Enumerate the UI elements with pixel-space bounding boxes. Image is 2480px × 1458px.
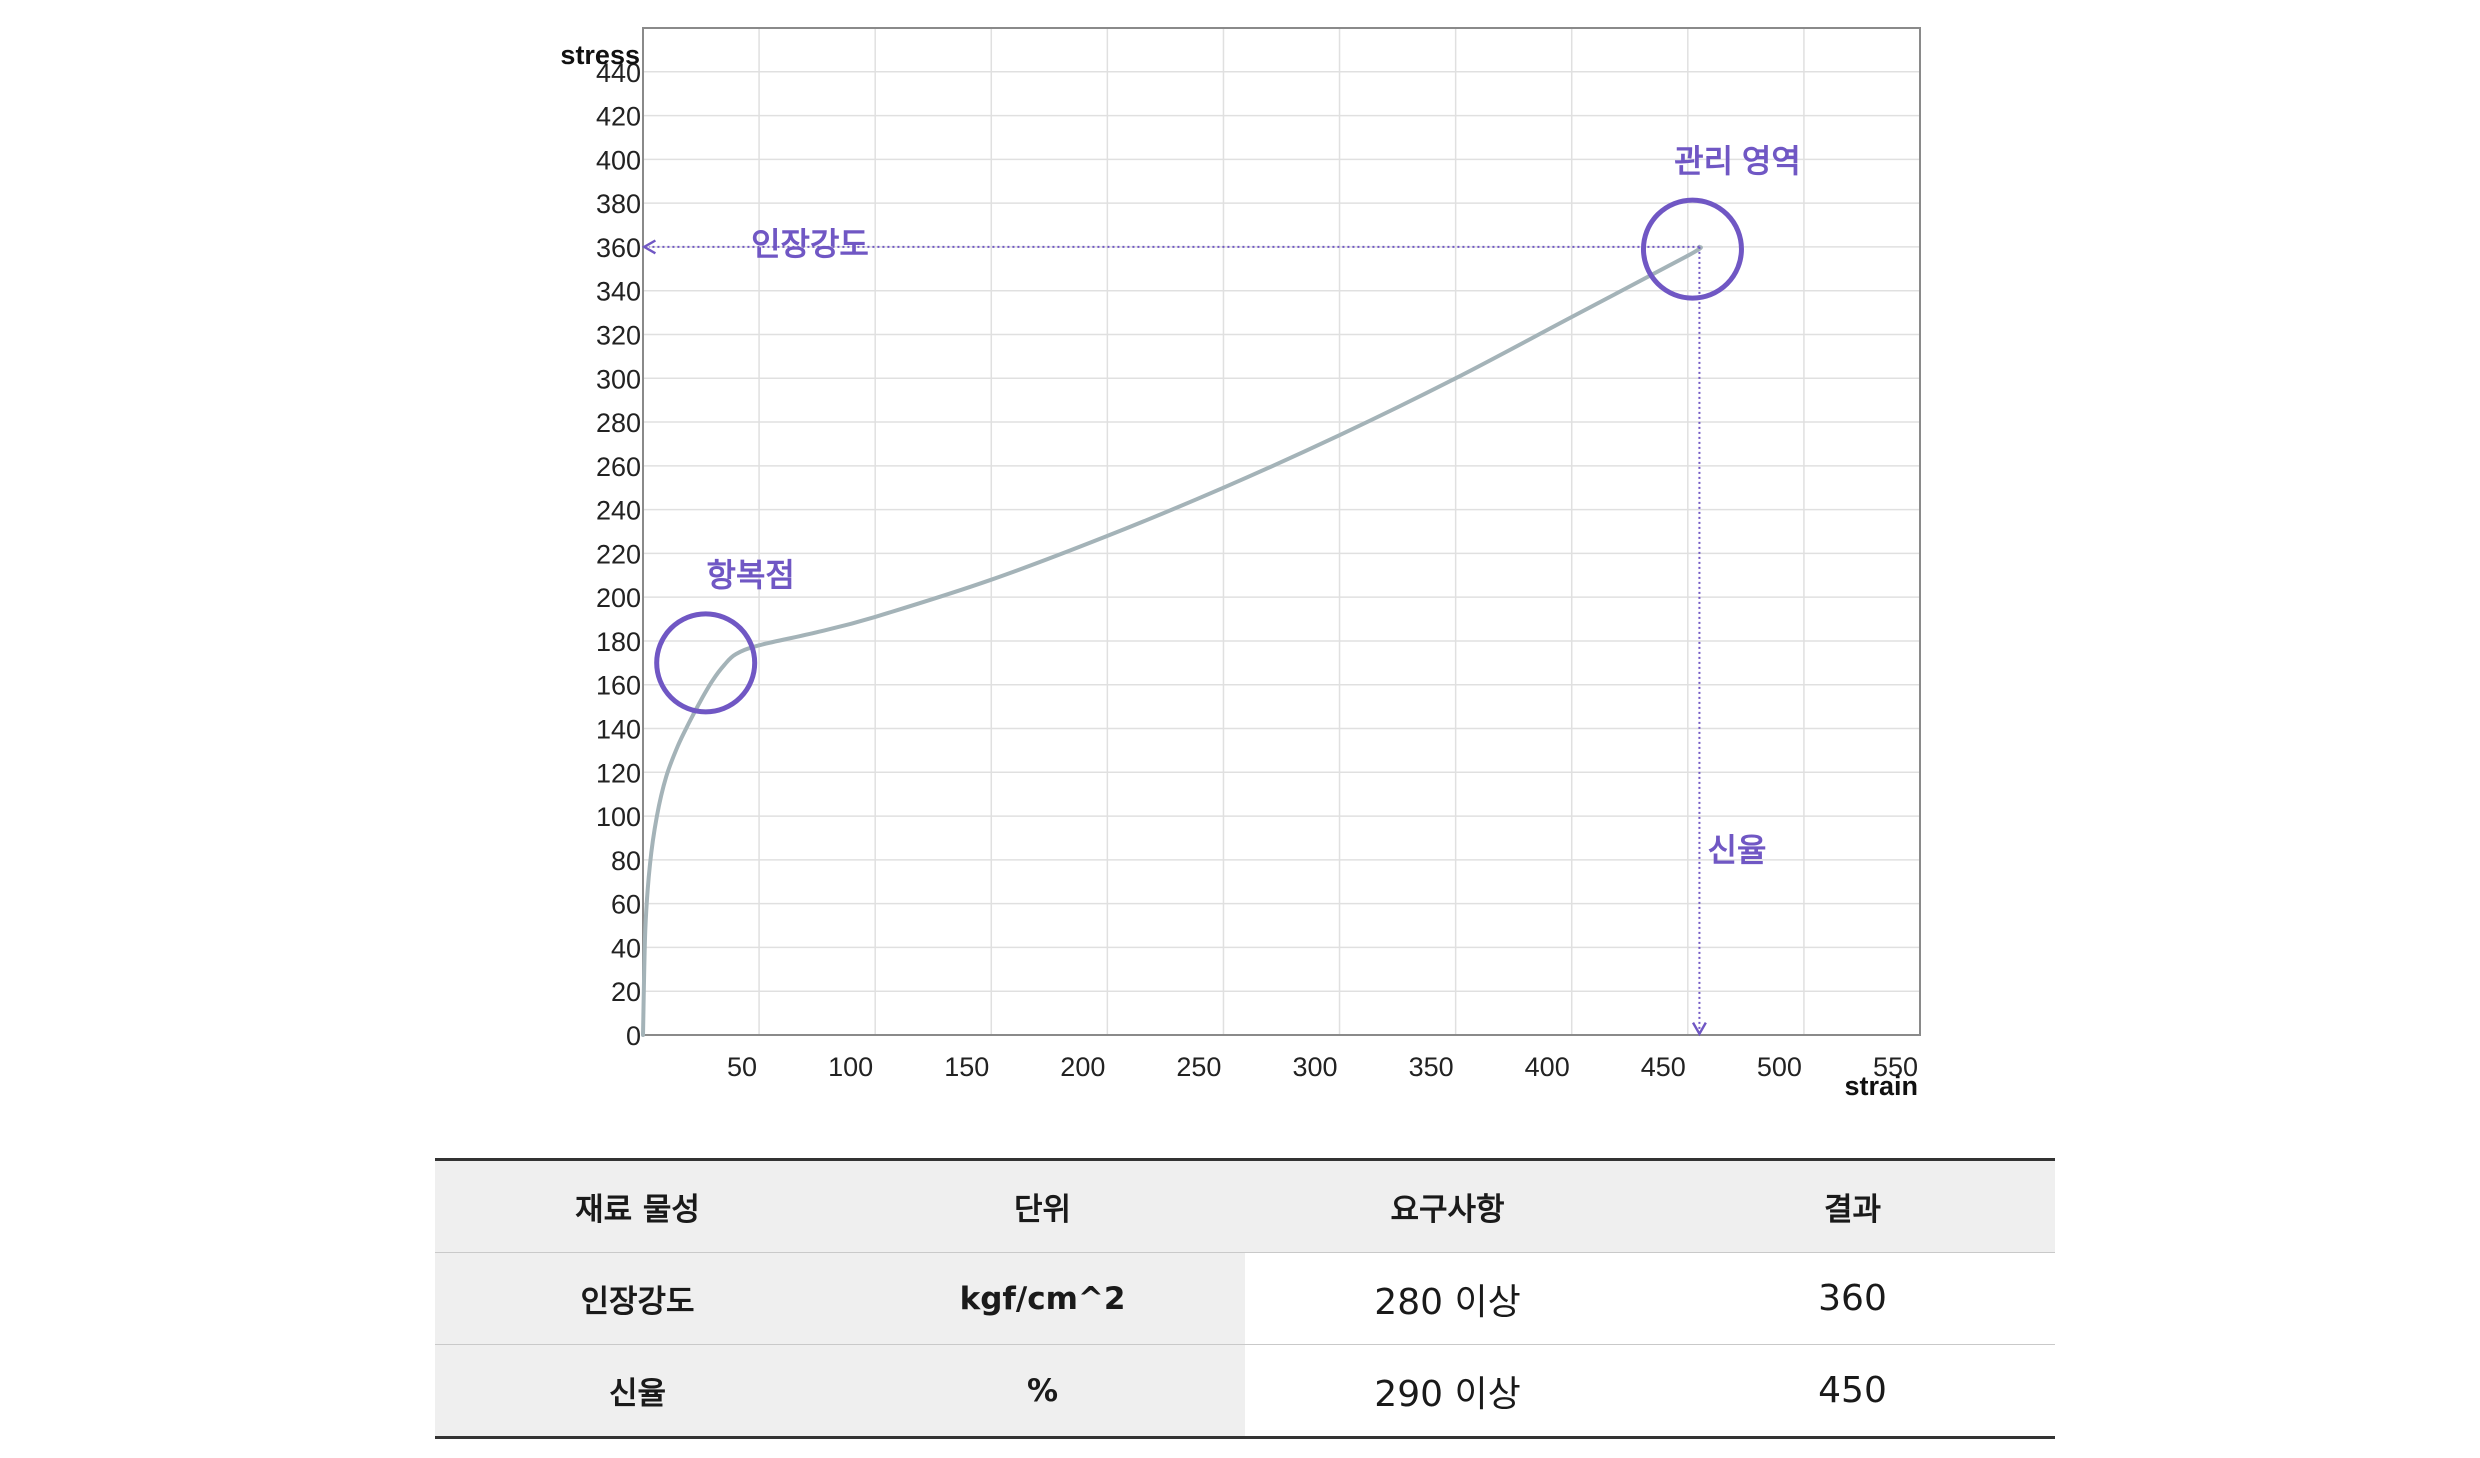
x-tick-label: 50 — [727, 1052, 757, 1082]
y-tick-label: 40 — [611, 933, 641, 963]
header-unit: 단위 — [840, 1159, 1245, 1253]
header-requirement: 요구사항 — [1245, 1159, 1650, 1253]
x-tick-label: 250 — [1176, 1052, 1221, 1082]
series-layer — [641, 244, 1703, 1037]
y-tick-label: 420 — [596, 102, 641, 132]
annotation-label: 관리 영역 — [1674, 143, 1801, 179]
y-tick-label: 380 — [596, 189, 641, 219]
stress-strain-curve — [641, 244, 1703, 1037]
x-tick-label: 450 — [1641, 1052, 1686, 1082]
x-tick-label: 400 — [1525, 1052, 1570, 1082]
x-tick-label: 200 — [1060, 1052, 1105, 1082]
y-tick-label: 300 — [596, 364, 641, 394]
y-tick-label: 60 — [611, 890, 641, 920]
header-result: 결과 — [1650, 1159, 2055, 1253]
annotation-tensile-strength: 인장강도 — [751, 226, 869, 262]
x-tick-label: 550 — [1873, 1052, 1918, 1082]
highlight-circle — [1640, 197, 1744, 301]
y-tick-label: 80 — [611, 846, 641, 876]
y-tick-label: 0 — [626, 1021, 641, 1051]
y-tick-label: 160 — [596, 671, 641, 701]
y-tick-label: 360 — [596, 233, 641, 263]
x-axis-label: strain — [1844, 1071, 1918, 1101]
y-tick-label: 140 — [596, 715, 641, 745]
y-tick-label: 440 — [596, 58, 641, 88]
y-tick-label: 100 — [596, 802, 641, 832]
row-unit: % — [840, 1344, 1245, 1439]
annotation-label: 항복점 — [707, 557, 795, 593]
x-tick-label: 350 — [1409, 1052, 1454, 1082]
y-tick-label: 340 — [596, 277, 641, 307]
plot-frame — [642, 27, 1921, 1036]
x-tick-label: 100 — [828, 1052, 873, 1082]
y-tick-label: 120 — [596, 758, 641, 788]
y-axis-label: stress — [560, 40, 640, 70]
row-result: 360 — [1650, 1252, 2055, 1345]
table-row: 신율 % 290 이상 450 — [435, 1344, 2055, 1439]
y-tick-labels: 0 20 40 60 80 100 120 140 160 180 200 220 240 260 280 3… — [596, 58, 641, 1051]
highlight-circle — [654, 611, 758, 715]
row-requirement: 290 이상 — [1245, 1344, 1650, 1439]
y-tick-label: 320 — [596, 320, 641, 350]
y-tick-label: 20 — [611, 977, 641, 1007]
y-tick-label: 180 — [596, 627, 641, 657]
y-tick-label: 260 — [596, 452, 641, 482]
table-header-row: 재료 물성 단위 요구사항 결과 — [435, 1159, 2055, 1253]
y-tick-label: 400 — [596, 145, 641, 175]
x-tick-label: 150 — [944, 1052, 989, 1082]
row-property: 인장강도 — [435, 1252, 840, 1345]
annotation-elongation: 신율 — [1708, 832, 1767, 868]
x-tick-labels: 50 100 150 200 250 300 350 400 450 500 550 — [727, 1052, 1918, 1082]
grid-lines — [643, 28, 1920, 1035]
x-tick-label: 500 — [1757, 1052, 1802, 1082]
x-tick-label: 300 — [1292, 1052, 1337, 1082]
y-tick-label: 200 — [596, 583, 641, 613]
row-requirement: 280 이상 — [1245, 1252, 1650, 1345]
material-properties-table: 재료 물성 단위 요구사항 결과 인장강도 kgf/cm^2 280 이상 36… — [435, 1158, 2055, 1439]
y-tick-label: 220 — [596, 539, 641, 569]
y-tick-label: 240 — [596, 496, 641, 526]
table-row: 인장강도 kgf/cm^2 280 이상 360 — [435, 1252, 2055, 1345]
row-result: 450 — [1650, 1344, 2055, 1439]
y-tick-label: 280 — [596, 408, 641, 438]
row-property: 신율 — [435, 1344, 840, 1439]
row-unit: kgf/cm^2 — [840, 1252, 1245, 1345]
header-property: 재료 물성 — [435, 1159, 840, 1253]
stress-strain-chart: 0 20 40 60 80 100 120 140 160 180 200 220 240 260 280 3… — [560, 27, 1921, 1101]
